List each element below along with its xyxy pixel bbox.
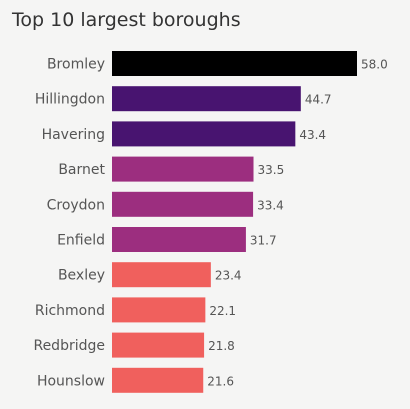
bar[interactable]	[112, 297, 206, 323]
bar[interactable]	[112, 121, 296, 147]
chart-title: Top 10 largest boroughs	[12, 9, 241, 31]
bar[interactable]	[112, 156, 254, 182]
category-label: Hounslow	[37, 373, 105, 389]
category-label: Enfield	[57, 233, 105, 249]
category-label: Bromley	[47, 57, 105, 73]
bar[interactable]	[112, 332, 205, 358]
value-label: 31.7	[250, 234, 277, 248]
category-label: Havering	[42, 127, 105, 143]
bar[interactable]	[112, 86, 301, 112]
bar[interactable]	[112, 227, 246, 252]
value-label: 44.7	[305, 93, 332, 107]
category-label: Barnet	[58, 162, 105, 178]
value-label: 33.5	[258, 163, 285, 177]
bar[interactable]	[112, 262, 211, 288]
category-label: Hillingdon	[35, 92, 105, 108]
value-label: 21.8	[208, 339, 235, 353]
value-label: 58.0	[361, 58, 388, 72]
value-label: 21.6	[207, 374, 234, 388]
bars-group: Bromley 58.0 Hillingdon 44.7 Havering 43.4 Bar…	[33, 51, 388, 393]
category-label: Redbridge	[33, 338, 105, 354]
bar[interactable]	[112, 51, 357, 76]
category-label: Richmond	[35, 303, 105, 319]
category-label: Bexley	[58, 268, 105, 284]
bar[interactable]	[112, 367, 204, 393]
category-label: Croydon	[47, 197, 105, 213]
value-label: 23.4	[215, 269, 242, 283]
value-label: 33.4	[257, 198, 284, 212]
value-label: 43.4	[299, 128, 326, 142]
bar[interactable]	[112, 191, 254, 217]
value-label: 22.1	[209, 304, 236, 318]
